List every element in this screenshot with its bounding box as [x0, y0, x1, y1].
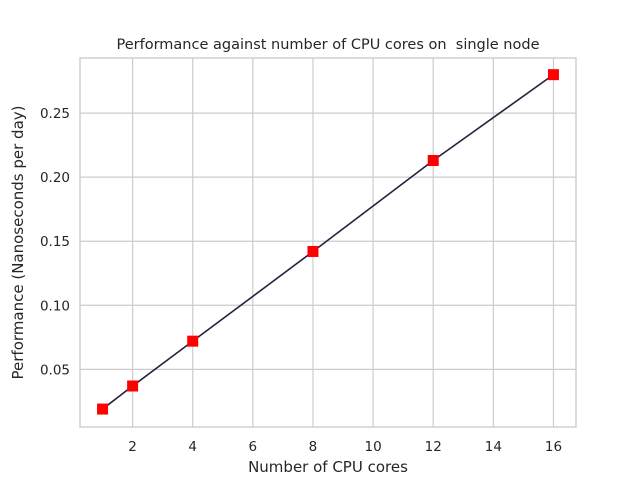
- x-tick-label: 10: [364, 439, 381, 455]
- y-tick-label: 0.25: [40, 106, 70, 122]
- x-tick-label: 12: [425, 439, 442, 455]
- data-point-marker: [427, 155, 439, 166]
- x-tick-label: 16: [545, 439, 562, 455]
- series-layer: [97, 69, 559, 415]
- data-point-marker: [547, 69, 559, 81]
- x-tick-label: 8: [309, 439, 318, 455]
- x-axis-label: Number of CPU cores: [248, 458, 408, 476]
- y-tick-label: 0.05: [40, 362, 70, 378]
- x-tick-label: 2: [128, 439, 137, 455]
- x-tick-labels: 2 4 6 8 10 12 14 16: [128, 439, 562, 455]
- y-tick-label: 0.10: [40, 298, 70, 314]
- y-tick-labels: 0.05 0.10 0.15 0.20 0.25: [40, 106, 70, 378]
- y-tick-label: 0.20: [40, 170, 70, 186]
- x-tick-label: 14: [485, 439, 502, 455]
- data-point-marker: [307, 245, 319, 257]
- data-point-marker: [187, 335, 199, 347]
- grid: [80, 58, 576, 427]
- plot-frame: [79, 57, 577, 428]
- x-tick-label: 6: [249, 439, 258, 455]
- y-tick-label: 0.15: [40, 234, 70, 250]
- data-point-marker: [97, 403, 109, 415]
- data-point-marker: [127, 380, 139, 392]
- chart-title: Performance against number of CPU cores …: [117, 37, 540, 53]
- x-tick-label: 4: [188, 439, 197, 455]
- y-axis-label: Performance (Nanoseconds per day): [9, 106, 27, 380]
